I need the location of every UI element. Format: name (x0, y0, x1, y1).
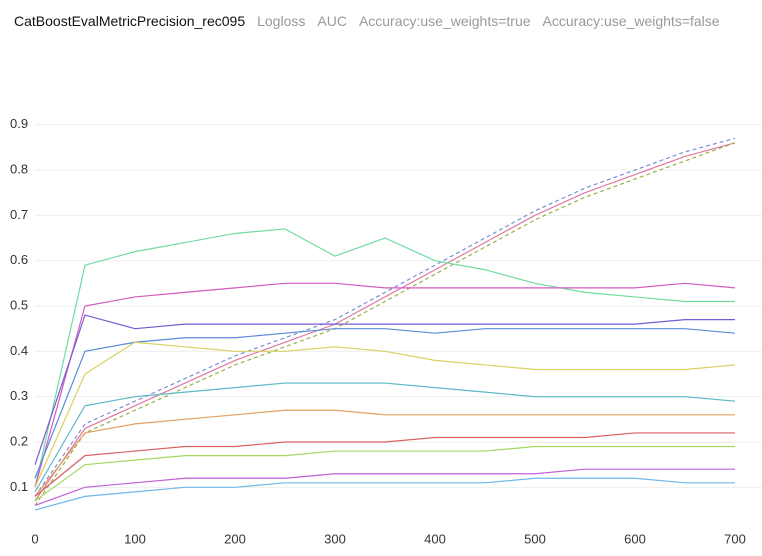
y-tick-label: 0.1 (10, 479, 28, 494)
series-line (34, 382, 736, 493)
tab-bar: CatBoostEvalMetricPrecision_rec095 Loglos… (14, 8, 720, 34)
x-tick-label: 300 (324, 531, 346, 546)
metric-tab[interactable]: AUC (317, 13, 347, 29)
series-line (34, 282, 736, 488)
metric-tab[interactable]: CatBoostEvalMetricPrecision_rec095 (14, 13, 246, 29)
series-line (34, 137, 736, 497)
x-tick-label: 600 (624, 531, 646, 546)
series-line (34, 409, 735, 497)
y-tick-label: 0.7 (10, 207, 28, 222)
series-line (34, 341, 736, 488)
y-tick-label: 0.4 (10, 343, 28, 358)
series-line (34, 477, 735, 511)
series-line (34, 432, 735, 497)
series-line (34, 468, 735, 507)
y-tick-label: 0.3 (10, 388, 28, 403)
y-tick-label: 0.6 (10, 252, 28, 267)
series-line (34, 328, 736, 479)
series-line (34, 314, 735, 465)
x-tick-label: 200 (224, 531, 246, 546)
y-tick-label: 0.9 (10, 116, 28, 131)
x-tick-label: 700 (724, 531, 746, 546)
series-line (34, 445, 735, 502)
y-tick-label: 0.8 (10, 161, 28, 176)
metric-tab[interactable]: Accuracy:use_weights=true (358, 13, 531, 29)
x-tick-label: 500 (524, 531, 546, 546)
series-line (34, 228, 735, 488)
x-tick-label: 0 (31, 531, 38, 546)
x-tick-label: 100 (124, 531, 146, 546)
y-tick-label: 0.5 (10, 297, 28, 312)
metric-tab[interactable]: Logloss (257, 13, 306, 29)
y-tick-label: 0.2 (10, 433, 28, 448)
x-tick-label: 400 (424, 531, 446, 546)
series-line (34, 142, 736, 502)
series-line (34, 142, 736, 506)
metric-tab[interactable]: Accuracy:use_weights=false (542, 13, 720, 29)
